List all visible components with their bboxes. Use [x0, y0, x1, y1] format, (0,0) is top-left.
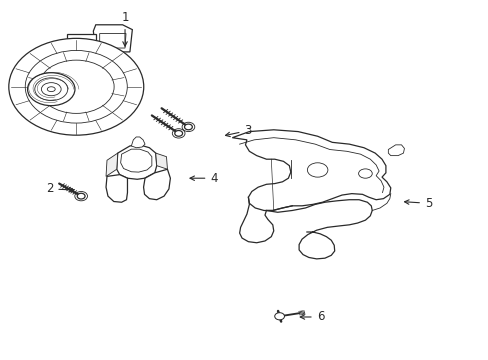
Text: 6: 6 — [300, 310, 324, 324]
Polygon shape — [131, 137, 145, 148]
Polygon shape — [121, 149, 152, 172]
Polygon shape — [117, 145, 157, 179]
Text: 1: 1 — [121, 11, 128, 46]
Circle shape — [274, 313, 284, 320]
Circle shape — [184, 124, 192, 130]
Polygon shape — [100, 33, 126, 48]
Ellipse shape — [35, 78, 67, 100]
Ellipse shape — [27, 73, 75, 105]
Ellipse shape — [41, 83, 61, 96]
Polygon shape — [106, 153, 118, 176]
Circle shape — [77, 193, 85, 199]
Ellipse shape — [358, 169, 371, 178]
Text: 2: 2 — [46, 183, 74, 195]
Text: 4: 4 — [190, 172, 218, 185]
Polygon shape — [143, 169, 170, 200]
Polygon shape — [232, 130, 390, 211]
Polygon shape — [66, 35, 96, 42]
Ellipse shape — [25, 50, 127, 123]
Text: 5: 5 — [404, 197, 431, 210]
Circle shape — [174, 131, 182, 136]
Polygon shape — [156, 153, 167, 169]
Ellipse shape — [307, 163, 327, 177]
Text: 3: 3 — [225, 124, 251, 137]
Polygon shape — [106, 175, 127, 202]
Ellipse shape — [9, 39, 143, 135]
Polygon shape — [387, 145, 404, 156]
Ellipse shape — [47, 87, 55, 91]
Ellipse shape — [39, 60, 114, 113]
Polygon shape — [93, 25, 132, 52]
